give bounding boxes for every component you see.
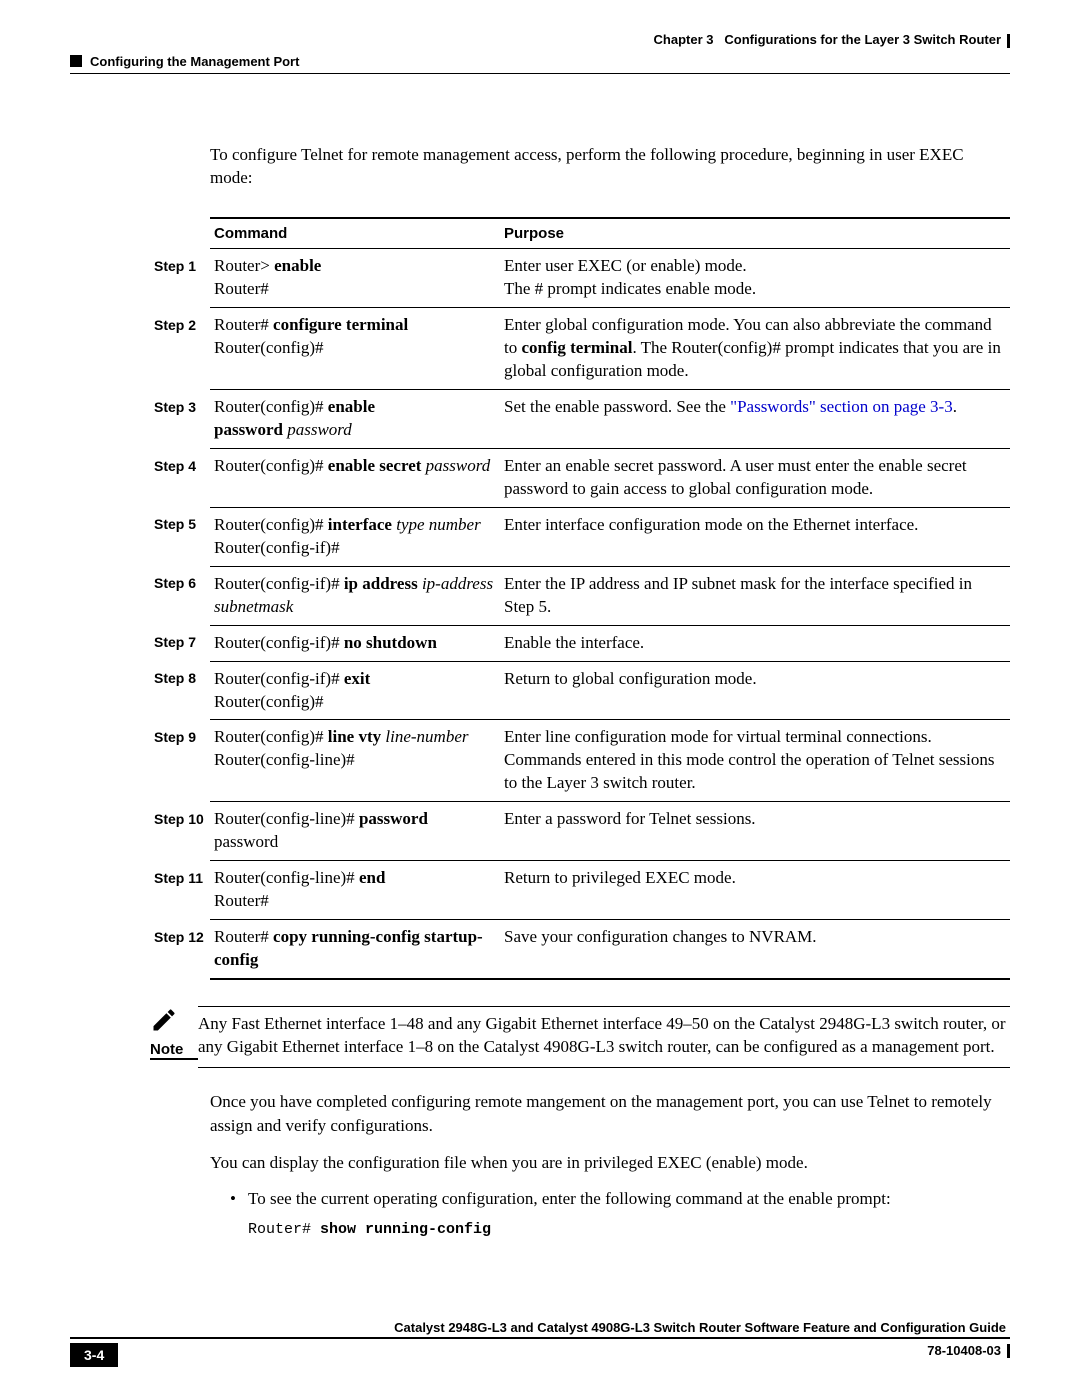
table-row: Step 7 Router(config-if)# no shutdown En… [150, 625, 1010, 661]
col-command: Command [210, 218, 500, 249]
purpose-cell: Save your configuration changes to NVRAM… [500, 920, 1010, 979]
bullet-icon: • [230, 1187, 248, 1211]
chapter-title: Configurations for the Layer 3 Switch Ro… [724, 32, 1001, 47]
doc-number: 78-10408-03 [927, 1343, 1001, 1358]
command-cell: Router(config-line)# password password [210, 802, 500, 861]
bullet-text: To see the current operating configurati… [248, 1187, 891, 1211]
code-line: Router# show running-config [248, 1221, 1010, 1238]
chapter-label: Chapter 3 [654, 32, 714, 47]
purpose-cell: Enter line configuration mode for virtua… [500, 720, 1010, 802]
purpose-cell: Return to global configuration mode. [500, 661, 1010, 720]
step-label: Step 6 [150, 566, 210, 625]
table-row: Step 8 Router(config-if)# exit Router(co… [150, 661, 1010, 720]
purpose-cell: Enter interface configuration mode on th… [500, 507, 1010, 566]
page-header-top: Chapter 3 Configurations for the Layer 3… [70, 32, 1010, 48]
step-label: Step 1 [150, 249, 210, 308]
table-row: Step 1 Router> enable Router# Enter user… [150, 249, 1010, 308]
step-label: Step 8 [150, 661, 210, 720]
note-icon-col: Note [150, 1006, 198, 1060]
table-row: Step 12 Router# copy running-config star… [150, 920, 1010, 979]
command-cell: Router(config-line)# end Router# [210, 861, 500, 920]
page-footer: Catalyst 2948G-L3 and Catalyst 4908G-L3 … [70, 1316, 1010, 1367]
para-after-note-1: Once you have completed configuring remo… [210, 1090, 1010, 1138]
purpose-cell: Set the enable password. See the "Passwo… [500, 390, 1010, 449]
command-cell: Router(config)# enable secret password [210, 449, 500, 508]
command-cell: Router(config-if)# no shutdown [210, 625, 500, 661]
square-bullet-icon [70, 55, 82, 67]
steps-table: Command Purpose Step 1 Router> enable Ro… [150, 217, 1010, 979]
command-cell: Router> enable Router# [210, 249, 500, 308]
table-row: Step 2 Router# configure terminal Router… [150, 308, 1010, 390]
bullet-item: • To see the current operating configura… [230, 1187, 1010, 1211]
table-row: Step 11 Router(config-line)# end Router#… [150, 861, 1010, 920]
purpose-cell: Enter a password for Telnet sessions. [500, 802, 1010, 861]
note-label: Note [150, 1041, 198, 1060]
note-block: Note Any Fast Ethernet interface 1–48 an… [150, 1006, 1010, 1068]
step-label: Step 4 [150, 449, 210, 508]
steps-table-wrap: Command Purpose Step 1 Router> enable Ro… [150, 217, 1010, 979]
header-bar-icon [1007, 34, 1010, 48]
purpose-cell: Enter an enable secret password. A user … [500, 449, 1010, 508]
step-label: Step 10 [150, 802, 210, 861]
table-row: Step 4 Router(config)# enable secret pas… [150, 449, 1010, 508]
footer-rule [70, 1337, 1010, 1339]
step-label: Step 5 [150, 507, 210, 566]
command-cell: Router(config)# interface type number Ro… [210, 507, 500, 566]
table-row: Step 9 Router(config)# line vty line-num… [150, 720, 1010, 802]
step-label: Step 11 [150, 861, 210, 920]
command-cell: Router(config)# line vty line-number Rou… [210, 720, 500, 802]
table-row: Step 5 Router(config)# interface type nu… [150, 507, 1010, 566]
note-text: Any Fast Ethernet interface 1–48 and any… [198, 1013, 1010, 1059]
command-cell: Router(config-if)# exit Router(config)# [210, 661, 500, 720]
section-title: Configuring the Management Port [90, 54, 299, 69]
note-bottom-rule [198, 1067, 1010, 1068]
note-body: Any Fast Ethernet interface 1–48 and any… [198, 1006, 1010, 1068]
note-top-rule [198, 1006, 1010, 1007]
para-after-note-2: You can display the configuration file w… [210, 1151, 1010, 1175]
command-cell: Router# copy running-config startup-conf… [210, 920, 500, 979]
page-header-section: Configuring the Management Port [70, 54, 1010, 69]
passwords-link[interactable]: "Passwords" section on page 3-3 [730, 397, 953, 416]
command-cell: Router# configure terminal Router(config… [210, 308, 500, 390]
purpose-cell: Enter user EXEC (or enable) mode. The # … [500, 249, 1010, 308]
table-header-row: Command Purpose [150, 218, 1010, 249]
step-label: Step 9 [150, 720, 210, 802]
header-rule [70, 73, 1010, 74]
purpose-cell: Enter global configuration mode. You can… [500, 308, 1010, 390]
chapter-heading: Chapter 3 Configurations for the Layer 3… [654, 32, 1010, 48]
step-label: Step 2 [150, 308, 210, 390]
footer-bar-icon [1007, 1344, 1010, 1358]
col-purpose: Purpose [500, 218, 1010, 249]
table-row: Step 6 Router(config-if)# ip address ip-… [150, 566, 1010, 625]
step-label: Step 12 [150, 920, 210, 979]
table-row: Step 10 Router(config-line)# password pa… [150, 802, 1010, 861]
command-cell: Router(config)# enable password password [210, 390, 500, 449]
intro-paragraph: To configure Telnet for remote managemen… [210, 144, 1010, 190]
page-number-badge: 3-4 [70, 1343, 118, 1367]
purpose-cell: Enter the IP address and IP subnet mask … [500, 566, 1010, 625]
command-cell: Router(config-if)# ip address ip-address… [210, 566, 500, 625]
purpose-cell: Enable the interface. [500, 625, 1010, 661]
footer-doc-title: Catalyst 2948G-L3 and Catalyst 4908G-L3 … [70, 1320, 1010, 1335]
purpose-cell: Return to privileged EXEC mode. [500, 861, 1010, 920]
table-row: Step 3 Router(config)# enable password p… [150, 390, 1010, 449]
step-label: Step 3 [150, 390, 210, 449]
pencil-icon [150, 1006, 178, 1034]
step-label: Step 7 [150, 625, 210, 661]
